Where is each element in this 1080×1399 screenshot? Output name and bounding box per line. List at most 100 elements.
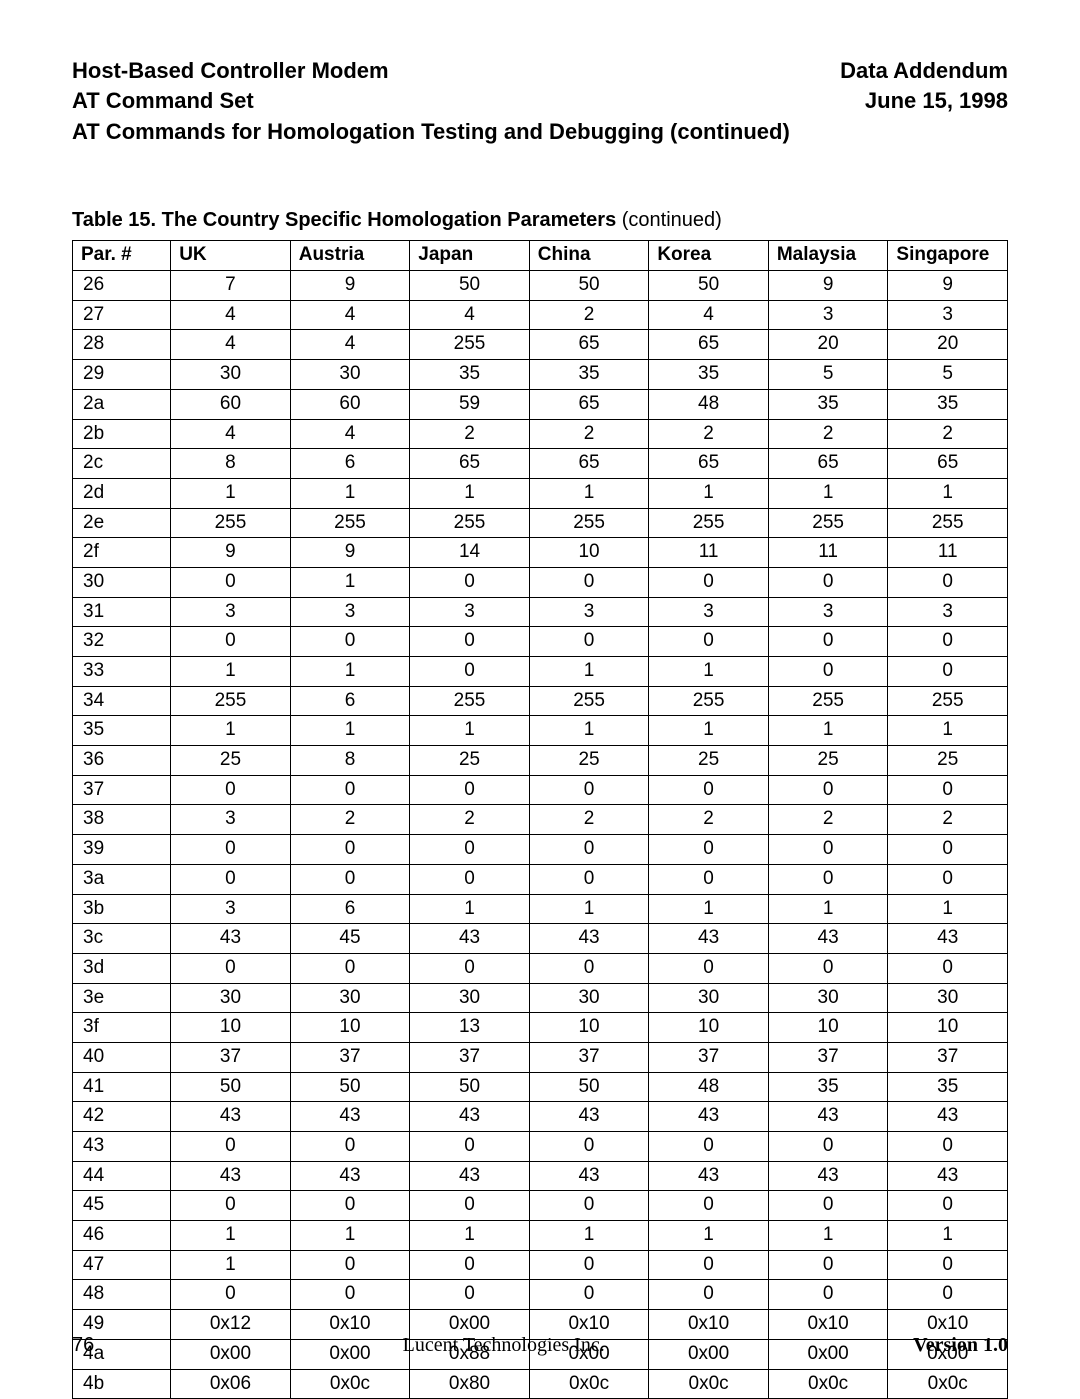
value-cell: 50 — [410, 271, 530, 301]
value-cell: 0 — [768, 1280, 888, 1310]
param-cell: 45 — [73, 1191, 171, 1221]
value-cell: 43 — [529, 1161, 649, 1191]
value-cell: 0 — [410, 657, 530, 687]
value-cell: 48 — [649, 1072, 769, 1102]
value-cell: 3 — [171, 894, 291, 924]
value-cell: 37 — [290, 1042, 410, 1072]
table-row: 2c866565656565 — [73, 449, 1008, 479]
value-cell: 9 — [768, 271, 888, 301]
value-cell: 0 — [529, 864, 649, 894]
value-cell: 25 — [171, 746, 291, 776]
value-cell: 0 — [171, 1191, 291, 1221]
value-cell: 0 — [649, 1132, 769, 1162]
value-cell: 1 — [290, 567, 410, 597]
value-cell: 0 — [410, 1191, 530, 1221]
table-row: 3f10101310101010 — [73, 1013, 1008, 1043]
value-cell: 0 — [649, 627, 769, 657]
value-cell: 2 — [649, 805, 769, 835]
value-cell: 0 — [888, 835, 1008, 865]
value-cell: 10 — [529, 1013, 649, 1043]
value-cell: 2 — [410, 419, 530, 449]
value-cell: 0 — [410, 1250, 530, 1280]
value-cell: 35 — [410, 360, 530, 390]
value-cell: 1 — [171, 478, 291, 508]
value-cell: 4 — [171, 419, 291, 449]
value-cell: 0 — [768, 657, 888, 687]
value-cell: 65 — [410, 449, 530, 479]
value-cell: 0 — [290, 835, 410, 865]
value-cell: 1 — [529, 716, 649, 746]
param-cell: 40 — [73, 1042, 171, 1072]
value-cell: 14 — [410, 538, 530, 568]
table-row: 284425565652020 — [73, 330, 1008, 360]
param-cell: 48 — [73, 1280, 171, 1310]
param-cell: 30 — [73, 567, 171, 597]
value-cell: 9 — [888, 271, 1008, 301]
value-cell: 43 — [410, 924, 530, 954]
param-cell: 43 — [73, 1132, 171, 1162]
table-row: 471000000 — [73, 1250, 1008, 1280]
value-cell: 1 — [888, 894, 1008, 924]
value-cell: 0 — [768, 567, 888, 597]
param-cell: 2f — [73, 538, 171, 568]
value-cell: 3 — [768, 597, 888, 627]
value-cell: 43 — [171, 1161, 291, 1191]
value-cell: 65 — [768, 449, 888, 479]
value-cell: 65 — [649, 449, 769, 479]
column-header: China — [529, 241, 649, 271]
param-cell: 2d — [73, 478, 171, 508]
value-cell: 10 — [768, 1013, 888, 1043]
page-number: 76 — [72, 1334, 94, 1357]
table-row: 3c43454343434343 — [73, 924, 1008, 954]
value-cell: 0 — [649, 953, 769, 983]
table-row: 4037373737373737 — [73, 1042, 1008, 1072]
value-cell: 43 — [290, 1161, 410, 1191]
value-cell: 2 — [888, 805, 1008, 835]
value-cell: 1 — [171, 1221, 291, 1251]
value-cell: 43 — [529, 1102, 649, 1132]
table-row: 4243434343434343 — [73, 1102, 1008, 1132]
param-cell: 2e — [73, 508, 171, 538]
value-cell: 8 — [290, 746, 410, 776]
table-row: 313333333 — [73, 597, 1008, 627]
value-cell: 255 — [768, 686, 888, 716]
table-row: 2f991410111111 — [73, 538, 1008, 568]
value-cell: 43 — [888, 1102, 1008, 1132]
value-cell: 1 — [768, 716, 888, 746]
value-cell: 0 — [529, 1250, 649, 1280]
column-header: Singapore — [888, 241, 1008, 271]
value-cell: 3 — [649, 597, 769, 627]
value-cell: 1 — [649, 894, 769, 924]
value-cell: 0 — [290, 1132, 410, 1162]
value-cell: 0 — [888, 1280, 1008, 1310]
value-cell: 1 — [529, 478, 649, 508]
value-cell: 30 — [768, 983, 888, 1013]
value-cell: 0 — [171, 627, 291, 657]
value-cell: 0x0c — [529, 1369, 649, 1399]
value-cell: 0x06 — [171, 1369, 291, 1399]
value-cell: 0 — [410, 1280, 530, 1310]
value-cell: 1 — [529, 1221, 649, 1251]
value-cell: 0 — [290, 864, 410, 894]
value-cell: 0 — [171, 835, 291, 865]
value-cell: 0 — [171, 1132, 291, 1162]
value-cell: 0x0c — [290, 1369, 410, 1399]
value-cell: 1 — [171, 1250, 291, 1280]
value-cell: 30 — [290, 983, 410, 1013]
value-cell: 0 — [410, 953, 530, 983]
value-cell: 1 — [410, 1221, 530, 1251]
table-row: 4443434343434343 — [73, 1161, 1008, 1191]
table-row: 331101100 — [73, 657, 1008, 687]
value-cell: 50 — [171, 1072, 291, 1102]
value-cell: 65 — [529, 330, 649, 360]
value-cell: 5 — [888, 360, 1008, 390]
value-cell: 60 — [171, 389, 291, 419]
value-cell: 0 — [768, 627, 888, 657]
value-cell: 11 — [888, 538, 1008, 568]
value-cell: 0 — [529, 567, 649, 597]
value-cell: 0 — [768, 835, 888, 865]
value-cell: 9 — [290, 538, 410, 568]
value-cell: 37 — [529, 1042, 649, 1072]
table-row: 29303035353555 — [73, 360, 1008, 390]
table-row: 300100000 — [73, 567, 1008, 597]
